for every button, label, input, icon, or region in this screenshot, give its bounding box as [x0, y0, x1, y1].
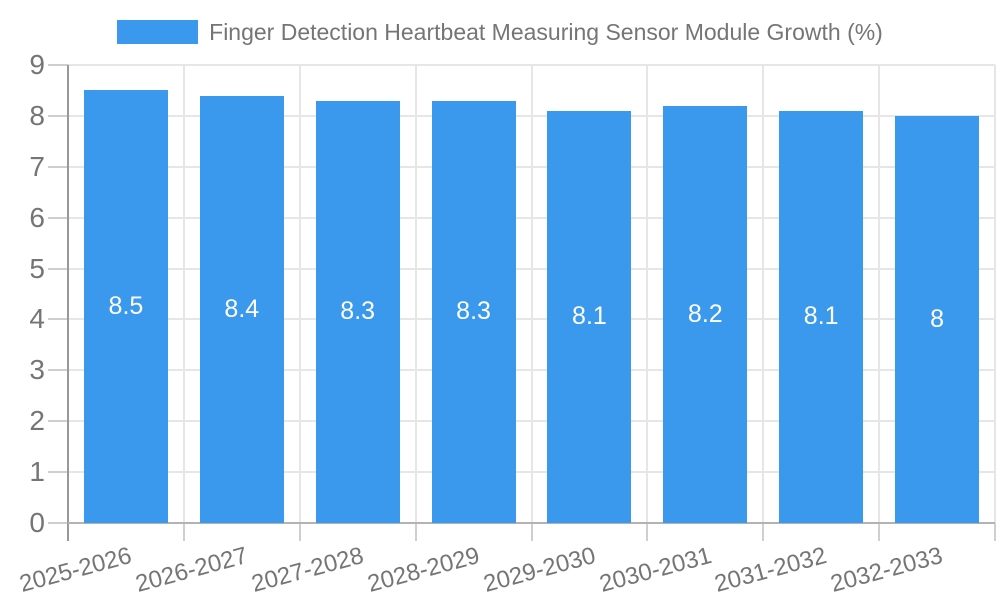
y-axis-tick [48, 114, 68, 117]
chart-legend[interactable]: Finger Detection Heartbeat Measuring Sen… [0, 18, 1000, 46]
x-axis-tick [414, 523, 417, 541]
gridline-v [994, 65, 996, 523]
bar-2029-2030[interactable]: 8.1 [547, 110, 632, 523]
gridline-v [530, 65, 533, 523]
gridline-v [414, 65, 417, 523]
bar-value-label: 8.4 [224, 294, 260, 323]
y-axis-label: 2 [29, 405, 45, 437]
y-axis-label: 8 [29, 99, 45, 131]
legend-swatch [117, 20, 199, 44]
y-axis-tick [48, 522, 68, 524]
x-axis-tick [530, 523, 533, 541]
x-axis-line [68, 522, 995, 524]
bar-2028-2029[interactable]: 8.3 [431, 100, 516, 523]
bar-value-label: 8.1 [572, 302, 607, 331]
x-axis-tick [182, 523, 185, 541]
y-axis-tick [48, 216, 68, 219]
gridline-v [298, 65, 301, 523]
gridline-v [762, 65, 765, 523]
x-axis-label: 2032-2033 [827, 542, 946, 598]
bar-2027-2028[interactable]: 8.3 [315, 100, 400, 523]
bar-value-label: 8.1 [803, 302, 839, 331]
x-axis-label: 2031-2032 [712, 542, 830, 598]
y-axis-label: 9 [29, 49, 45, 80]
x-axis-tick [762, 523, 765, 541]
x-axis-label: 2030-2031 [596, 542, 715, 598]
chart-title: Finger Detection Heartbeat Measuring Sen… [209, 18, 883, 45]
y-axis-tick [48, 165, 68, 168]
y-axis-tick [48, 420, 68, 423]
bar-value-label: 8.3 [340, 297, 376, 326]
y-axis-label: 7 [29, 150, 45, 182]
bar-2032-2033[interactable]: 8 [895, 115, 980, 523]
x-axis-tick [298, 523, 301, 541]
x-axis-label: 2029-2030 [480, 542, 599, 598]
y-axis-tick [48, 369, 68, 372]
x-axis-tick [994, 523, 996, 541]
y-axis-label: 6 [29, 201, 45, 233]
gridline-v [182, 65, 185, 523]
bar-2031-2032[interactable]: 8.1 [779, 110, 864, 523]
bar-value-label: 8.5 [108, 292, 144, 321]
y-axis-tick [48, 267, 68, 270]
y-axis-tick [48, 318, 68, 321]
y-axis-tick [48, 471, 68, 474]
x-axis-label: 2027-2028 [248, 542, 367, 598]
x-axis-tick [878, 523, 881, 541]
gridline-v [646, 65, 649, 523]
x-axis-label: 2026-2027 [132, 542, 251, 598]
gridline-v [878, 65, 881, 523]
y-axis-label: 1 [29, 456, 45, 488]
y-axis-label: 5 [29, 252, 45, 284]
bar-2025-2026[interactable]: 8.5 [83, 90, 168, 523]
x-axis-label: 2028-2029 [364, 542, 483, 598]
bar-2026-2027[interactable]: 8.4 [199, 95, 284, 523]
bar-value-label: 8 [930, 304, 945, 333]
y-axis-label: 4 [29, 303, 45, 335]
bar-2030-2031[interactable]: 8.2 [663, 105, 748, 523]
x-axis-label: 2025-2026 [16, 542, 135, 598]
bar-value-label: 8.3 [456, 297, 491, 326]
y-axis-label: 0 [29, 507, 45, 538]
y-axis-line [67, 65, 69, 541]
bar-value-label: 8.2 [687, 299, 723, 328]
x-axis-tick [646, 523, 649, 541]
y-axis-tick [48, 64, 68, 66]
y-axis-label: 3 [29, 354, 45, 386]
